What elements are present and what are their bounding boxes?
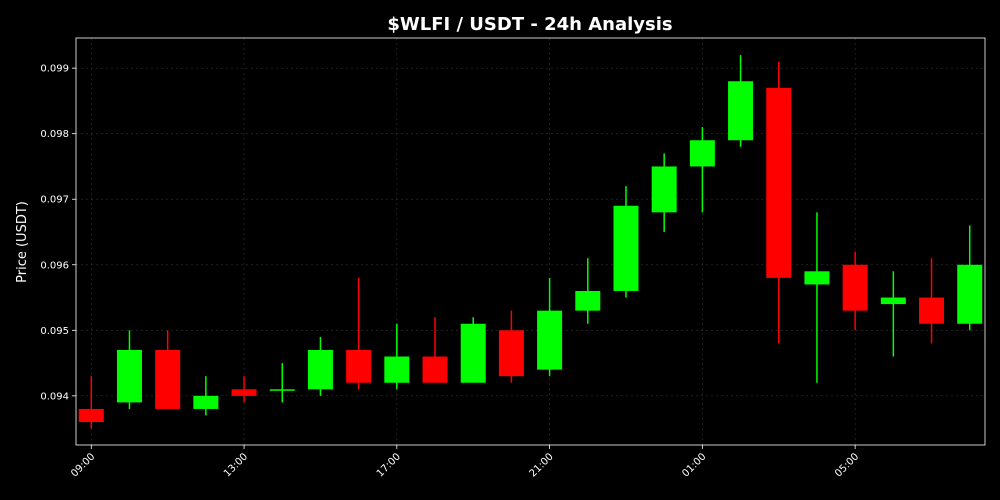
y-tick-label: 0.099 <box>40 64 69 75</box>
y-tick-label: 0.095 <box>40 326 69 337</box>
candle-body <box>498 330 524 377</box>
y-tick-label: 0.098 <box>40 129 69 140</box>
grid-layer <box>76 38 985 445</box>
candle-0600 <box>880 271 906 357</box>
y-tick-label: 0.097 <box>40 195 69 206</box>
y-axis-label: Price (USDT) <box>15 201 30 283</box>
candle-body <box>766 87 792 278</box>
candle-body <box>537 310 563 370</box>
candle-body <box>116 349 142 403</box>
candle-body <box>155 349 181 409</box>
x-tick-label: 01:00 <box>680 451 708 479</box>
candle-1400 <box>269 363 295 403</box>
candle-body <box>384 356 410 383</box>
candle-body <box>78 408 104 423</box>
candle-body <box>613 205 639 291</box>
candle-0000 <box>651 153 677 232</box>
candle-0900 <box>78 376 104 429</box>
candle-0800 <box>957 225 983 331</box>
candle-body <box>804 271 830 285</box>
candle-0200 <box>728 55 754 147</box>
x-tick-label: 17:00 <box>375 451 403 479</box>
candle-1700 <box>384 323 410 390</box>
candle-body <box>842 264 868 311</box>
candle-1600 <box>346 277 372 390</box>
candle-1200 <box>193 376 219 416</box>
candle-body <box>346 349 372 383</box>
candle-body <box>193 395 219 409</box>
axes-layer: 0.094 0.095 0.096 0.097 0.098 0.099 09:00 13:00… <box>40 37 986 480</box>
candle-body <box>957 264 983 324</box>
x-tick-label: 05:00 <box>833 451 861 479</box>
y-tick-label: 0.096 <box>40 260 69 271</box>
candle-body <box>919 297 945 324</box>
candle-body <box>269 389 295 391</box>
x-tick-label: 13:00 <box>222 451 250 479</box>
candle-body <box>880 297 906 305</box>
candle-1500 <box>307 336 333 396</box>
candle-1900 <box>460 317 486 383</box>
x-tick-label: 21:00 <box>528 451 556 479</box>
candle-0100 <box>689 127 715 213</box>
plot-frame <box>75 37 986 446</box>
candle-body <box>460 323 486 383</box>
candle-2300 <box>613 186 639 298</box>
x-tick-label: 09:00 <box>69 451 97 479</box>
candle-0500 <box>842 251 868 331</box>
candle-body <box>651 166 677 213</box>
candle-body <box>307 349 333 390</box>
candles-layer <box>78 55 983 429</box>
candle-body <box>575 290 601 311</box>
candle-1300 <box>231 376 257 403</box>
candle-0300 <box>766 61 792 344</box>
candle-2100 <box>537 277 563 377</box>
y-tick-label: 0.094 <box>40 391 69 402</box>
candle-2200 <box>575 258 601 324</box>
candle-body <box>422 356 448 383</box>
candle-1800 <box>422 317 448 383</box>
candle-body <box>231 389 257 396</box>
candle-0400 <box>804 212 830 383</box>
candle-body <box>689 140 715 167</box>
candle-2000 <box>498 310 524 383</box>
chart-title: $WLFI / USDT - 24h Analysis <box>387 14 672 35</box>
candle-1100 <box>155 330 181 409</box>
candle-body <box>728 81 754 141</box>
candle-0700 <box>919 258 945 344</box>
candle-1000 <box>116 330 142 409</box>
